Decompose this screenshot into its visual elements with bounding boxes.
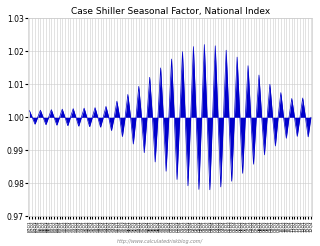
Text: http://www.calculatedriskblog.com/: http://www.calculatedriskblog.com/	[117, 239, 203, 244]
Title: Case Shiller Seasonal Factor, National Index: Case Shiller Seasonal Factor, National I…	[70, 7, 270, 16]
